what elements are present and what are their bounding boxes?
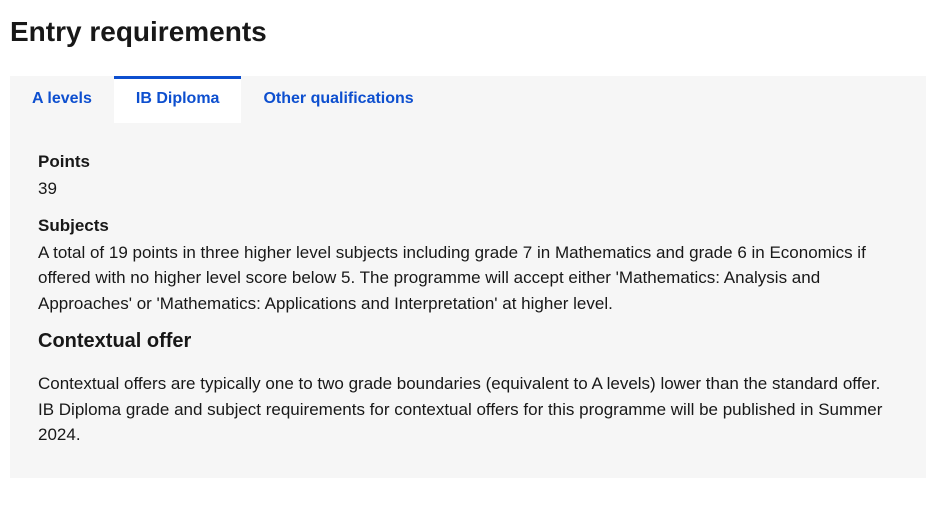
tab-strip: A levels IB Diploma Other qualifications xyxy=(10,76,926,122)
tab-ib-diploma[interactable]: IB Diploma xyxy=(114,76,242,122)
subjects-text: A total of 19 points in three higher lev… xyxy=(38,240,898,317)
points-label: Points xyxy=(38,152,898,172)
tabs-container: A levels IB Diploma Other qualifications… xyxy=(10,76,926,478)
tab-a-levels[interactable]: A levels xyxy=(10,76,114,122)
contextual-offer-text: Contextual offers are typically one to t… xyxy=(38,371,898,448)
subjects-label: Subjects xyxy=(38,216,898,236)
tab-other-qualifications[interactable]: Other qualifications xyxy=(241,76,435,122)
page-title: Entry requirements xyxy=(10,16,926,48)
tab-panel-ib: Points 39 Subjects A total of 19 points … xyxy=(10,122,926,478)
contextual-offer-heading: Contextual offer xyxy=(38,330,898,353)
points-value: 39 xyxy=(38,176,898,202)
